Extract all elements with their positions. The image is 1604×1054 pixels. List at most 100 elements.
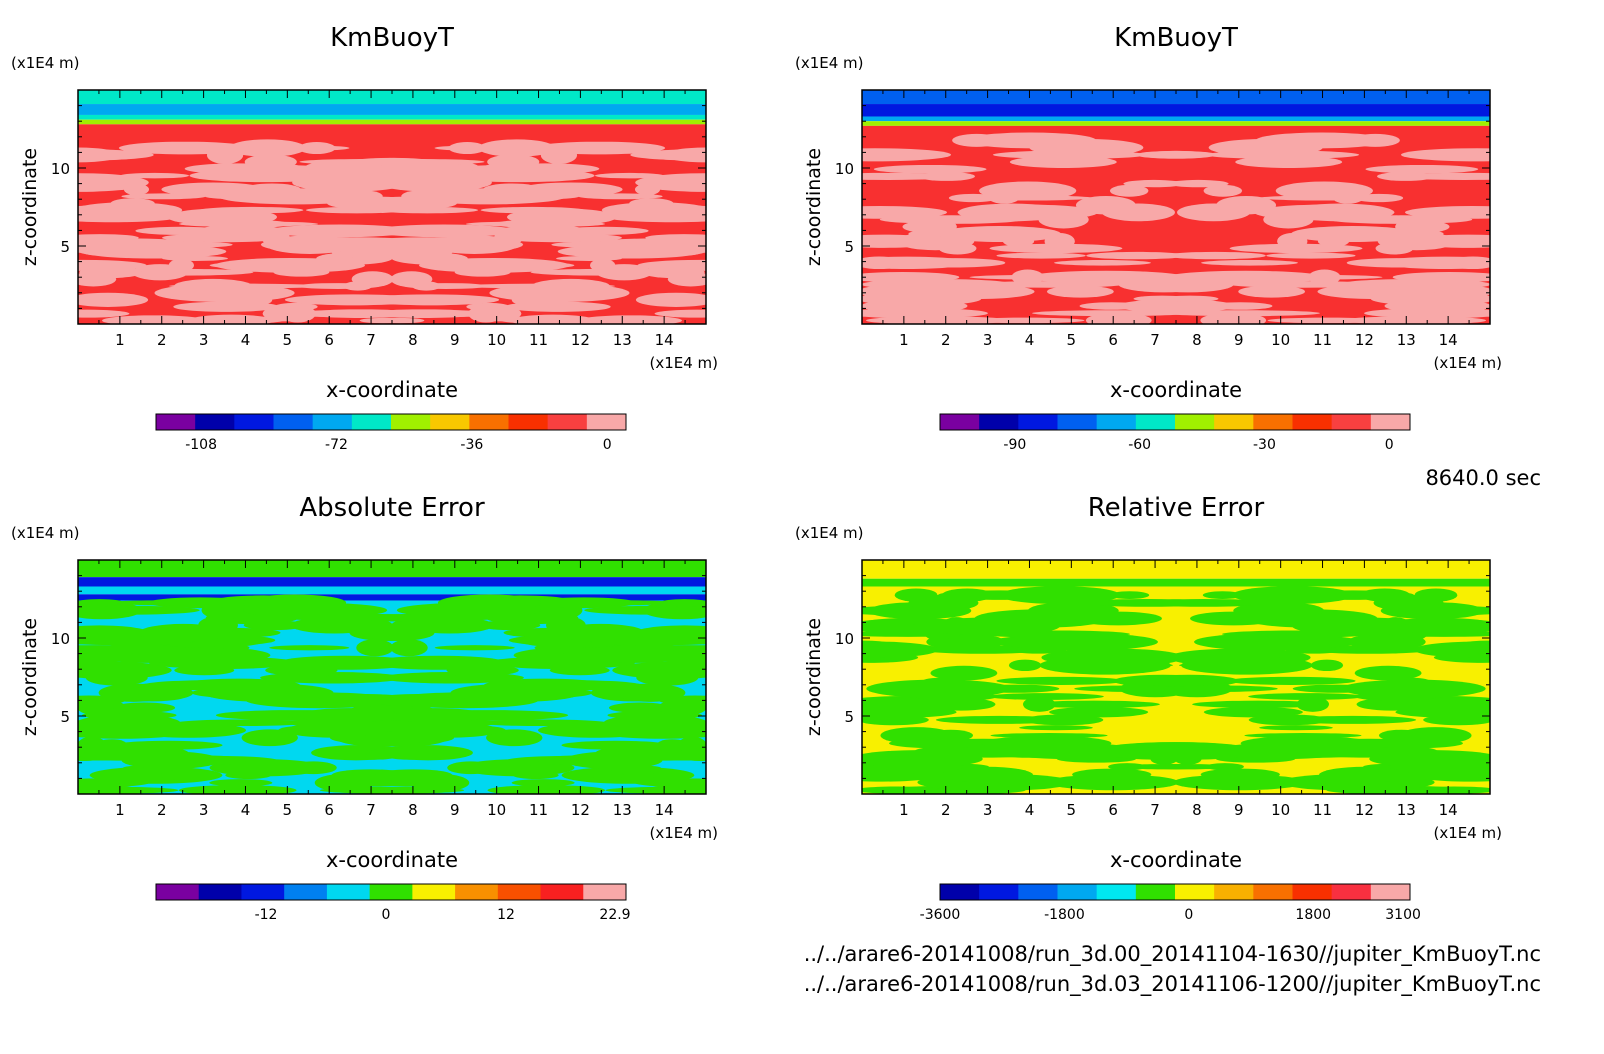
colorbar-swatch (547, 414, 588, 430)
x-tick-label: 6 (1108, 801, 1118, 819)
contour-patch (291, 687, 323, 699)
x-tick-label: 9 (1234, 801, 1244, 819)
colorbar-swatch (391, 414, 431, 430)
contour-patch (561, 740, 671, 750)
contour-patch (209, 779, 273, 787)
contour-patch (1098, 742, 1257, 761)
contour-patch (1019, 725, 1093, 731)
colorbar-swatch (326, 884, 371, 900)
contour-patch (325, 672, 379, 684)
colorbar-swatch (1214, 884, 1254, 900)
contour-patch (98, 683, 169, 702)
contour-patch (1072, 653, 1185, 662)
contour-patch (1410, 786, 1490, 794)
contour-patch (1359, 588, 1410, 602)
x-tick-label: 5 (1067, 331, 1077, 349)
colorbar-frame (155, 413, 627, 431)
contour-band (78, 119, 706, 125)
colorbar-swatch (284, 884, 328, 900)
x-tick-label: 6 (324, 331, 334, 349)
contour-patch (1296, 696, 1330, 712)
contour-patch (1154, 685, 1278, 692)
contour-patch (1009, 155, 1117, 169)
contour-patch (1050, 701, 1157, 707)
colorbar-swatch (1096, 414, 1137, 430)
contour-patch (1404, 206, 1490, 219)
contour-band (862, 578, 1490, 587)
x-tick-label: 10 (487, 331, 506, 349)
contour-patch (1208, 302, 1273, 310)
colorbar-swatch (198, 884, 242, 900)
colorbar-tick-label: 0 (603, 437, 612, 453)
contour-patch (390, 271, 433, 288)
x-tick-label: 9 (1234, 331, 1244, 349)
contour-patch (1378, 729, 1424, 742)
contour-patch (113, 740, 223, 750)
contour-patch (120, 172, 190, 179)
contour-patch (996, 676, 1126, 685)
x-tick-label: 2 (941, 801, 951, 819)
colorbar-swatch (1175, 414, 1215, 430)
contour-patch (1392, 272, 1490, 283)
x-tick-label: 9 (450, 801, 460, 819)
colorbar-swatch (1214, 414, 1254, 430)
x-tick-label: 6 (1108, 331, 1118, 349)
x-tick-label: 6 (324, 801, 334, 819)
contour-patch (242, 594, 347, 611)
contour-band (78, 586, 706, 595)
contour-patch (1234, 274, 1383, 280)
contour-patch (374, 769, 453, 782)
contour-field (78, 560, 706, 794)
contour-patch (274, 302, 318, 311)
contour-patch (1414, 588, 1458, 602)
contour-patch (461, 687, 493, 699)
contour-patch (241, 729, 298, 747)
contour-patch (298, 142, 336, 155)
contour-patch (168, 258, 194, 273)
colorbar-tick-label: -36 (460, 437, 483, 453)
contour-patch (928, 729, 974, 742)
contour-patch (1109, 591, 1150, 599)
contour-patch (1201, 259, 1298, 266)
x-tick-label: 1 (115, 801, 125, 819)
contour-patch (78, 259, 147, 271)
colorbar-swatch (508, 414, 549, 430)
x-tick-label: 7 (1150, 801, 1160, 819)
chart-panel-1: KmBuoyT(x1E4 m)1 2 3 4 5 6 7 8 9 10 11 12 13 14510(x1… (11, 23, 718, 453)
y-unit-label: (x1E4 m) (11, 54, 80, 72)
contour-patch (116, 241, 233, 249)
contour-patch (1354, 665, 1422, 681)
contour-patch (1233, 601, 1325, 620)
contour-patch (115, 268, 254, 276)
contour-patch (1346, 258, 1447, 268)
contour-band (78, 90, 706, 105)
contour-patch (356, 639, 394, 657)
x-tick-label: 4 (241, 331, 251, 349)
colorbar-swatch (1096, 884, 1137, 900)
x-tick-label: 5 (283, 331, 293, 349)
x-tick-label: 13 (613, 331, 632, 349)
contour-patch (1202, 591, 1243, 599)
contour-patch (350, 190, 383, 202)
x-tick-label: 14 (655, 801, 674, 819)
contour-patch (142, 680, 282, 691)
chart-title: Absolute Error (299, 493, 485, 523)
contour-patch (209, 262, 283, 269)
x-tick-label: 10 (487, 801, 506, 819)
x-tick-label: 10 (1271, 801, 1290, 819)
contour-band (862, 560, 1490, 579)
contour-patch (1216, 195, 1277, 215)
colorbar-tick-label: 12 (497, 907, 515, 923)
contour-patch (78, 149, 154, 161)
contour-patch (629, 198, 674, 209)
time-label: 8640.0 sec (1425, 466, 1541, 490)
colorbar-frame (939, 413, 1411, 431)
contour-patch (1264, 739, 1330, 747)
contour-patch (1164, 251, 1266, 260)
contour-patch (542, 599, 635, 606)
contour-patch (905, 258, 1006, 268)
colorbar-swatch (940, 884, 980, 900)
colorbar: -3600 -1800 0 1800 3100 (920, 883, 1421, 923)
contour-patch (1286, 203, 1395, 222)
contour-patch (1275, 181, 1373, 201)
